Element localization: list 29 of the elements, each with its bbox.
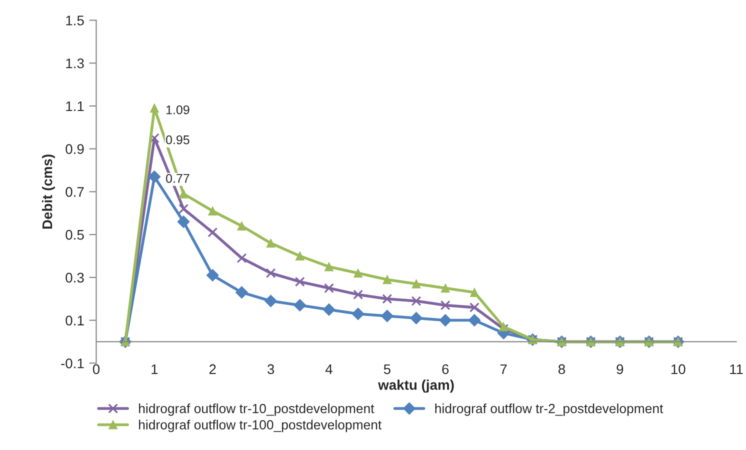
- x-tick-label: 10: [671, 364, 686, 374]
- x-tick-label: 2: [209, 364, 216, 374]
- y-tick-label: 0.5: [66, 230, 84, 240]
- y-tick-label: 1.5: [66, 16, 84, 26]
- y-tick-label: 0.7: [66, 187, 84, 197]
- x-axis-title: waktu (jam): [378, 380, 454, 393]
- legend-label: hidrograf outflow tr-10_postdevelopment: [139, 404, 374, 416]
- y-tick-label: 1.1: [66, 101, 84, 112]
- legend-label: hidrograf outflow tr-100_postdevelopment: [139, 420, 382, 432]
- x-tick-label: 6: [442, 364, 449, 374]
- data-label: 0.95: [166, 135, 190, 144]
- y-tick-label: 1.3: [66, 58, 84, 68]
- y-tick-label: 0.3: [66, 272, 84, 283]
- legend-label: hidrograf outflow tr-2_postdevelopment: [435, 404, 664, 416]
- x-tick-label: 8: [558, 364, 565, 374]
- data-label: 0.77: [166, 174, 190, 183]
- x-tick-label: 1: [152, 364, 158, 374]
- x-tick-label: 11: [730, 364, 743, 374]
- x-tick-label: 9: [616, 364, 624, 374]
- x-tick-label: 7: [500, 364, 507, 374]
- x-tick-label: 0: [92, 364, 100, 374]
- y-axis-title: Debit (cms): [42, 154, 55, 229]
- x-tick-label: 3: [267, 364, 274, 374]
- y-tick-label: 0.9: [66, 144, 84, 154]
- data-label: 1.09: [166, 105, 190, 114]
- y-tick-label: 0.1: [66, 316, 84, 326]
- y-tick-label: -0.1: [61, 358, 84, 368]
- x-tick-label: 5: [384, 364, 390, 374]
- x-tick-label: 4: [325, 364, 332, 374]
